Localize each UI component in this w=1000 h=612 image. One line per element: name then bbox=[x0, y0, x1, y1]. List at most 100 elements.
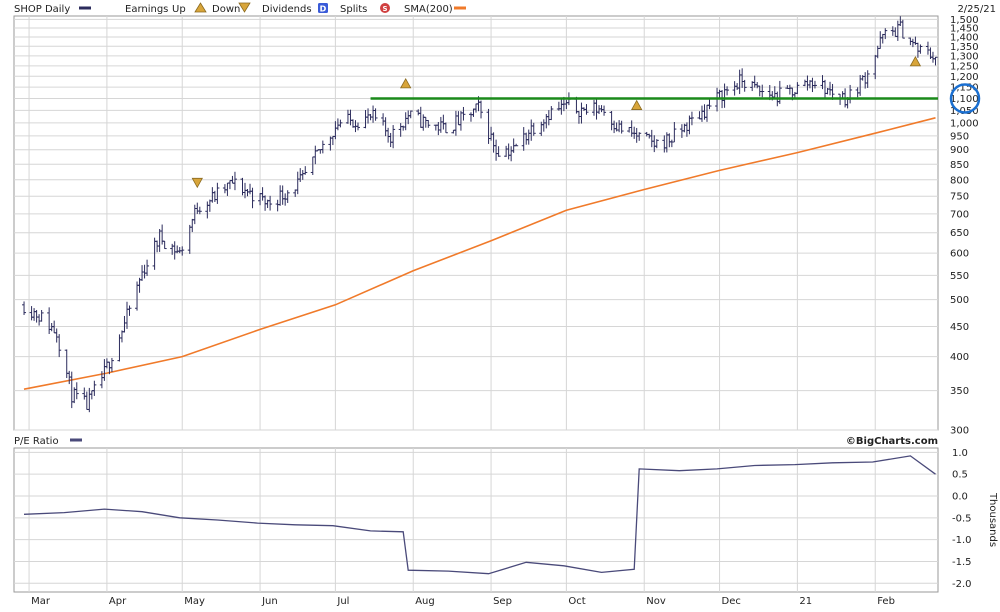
chart-date: 2/25/21 bbox=[957, 4, 996, 15]
price-bar bbox=[162, 240, 167, 250]
price-y-tick-label: 700 bbox=[950, 209, 969, 220]
x-tick-label: Dec bbox=[722, 596, 741, 607]
earnings-down-marker bbox=[191, 177, 203, 189]
x-tick-label: Feb bbox=[877, 596, 895, 607]
dividends-label: Dividends bbox=[262, 4, 312, 15]
price-bar bbox=[408, 110, 413, 119]
price-bar bbox=[92, 380, 97, 396]
price-bar bbox=[795, 82, 800, 95]
price-bar bbox=[830, 83, 835, 100]
price-y-tick-label: 1,000 bbox=[950, 118, 979, 129]
price-grid bbox=[14, 16, 938, 431]
price-bar bbox=[479, 100, 484, 119]
pe-y-tick-label: 1.0 bbox=[952, 448, 968, 459]
earnings-label: Earnings bbox=[125, 4, 168, 15]
price-bar bbox=[812, 80, 817, 89]
dividend-glyph: D bbox=[320, 5, 327, 14]
price-bar bbox=[426, 119, 431, 128]
price-y-tick-label: 400 bbox=[950, 352, 969, 363]
price-bar bbox=[22, 301, 27, 315]
ticker-label: SHOP Daily bbox=[14, 4, 70, 15]
pe-y-tick-label: -2.0 bbox=[952, 579, 972, 590]
price-y-tick-label: 1,100 bbox=[950, 94, 979, 105]
price-bar bbox=[865, 70, 870, 88]
price-bar bbox=[443, 122, 448, 134]
price-bar bbox=[197, 206, 202, 215]
price-y-tick-label: 600 bbox=[950, 249, 969, 260]
price-y-tick-label: 1,250 bbox=[950, 61, 979, 72]
price-bar bbox=[180, 246, 185, 256]
price-bar bbox=[760, 84, 765, 98]
price-y-tick-label: 750 bbox=[950, 192, 969, 203]
earnings-up-marker bbox=[909, 56, 922, 67]
price-bar bbox=[933, 56, 938, 66]
price-bar bbox=[355, 122, 360, 131]
price-y-tick-label: 350 bbox=[950, 386, 969, 397]
price-panel-frame bbox=[13, 15, 939, 431]
highlight-circle bbox=[949, 83, 981, 114]
price-y-axis: 1,5001,4501,4001,3501,3001,2501,2001,150… bbox=[950, 15, 979, 437]
pe-y-tick-label: 0.5 bbox=[952, 470, 968, 481]
price-bar bbox=[338, 119, 343, 128]
split-glyph: S bbox=[382, 5, 387, 13]
price-bar bbox=[145, 259, 150, 276]
price-bar bbox=[215, 182, 220, 204]
earnings-down-icon bbox=[238, 2, 251, 13]
price-bar bbox=[232, 171, 237, 191]
price-bar bbox=[109, 357, 114, 373]
price-y-tick-label: 900 bbox=[950, 145, 969, 156]
price-bar bbox=[602, 105, 607, 116]
pe-y-tick-label: -1.5 bbox=[952, 557, 972, 568]
pe-grid bbox=[14, 448, 938, 592]
price-bar bbox=[391, 125, 396, 149]
price-bars-layer bbox=[22, 16, 938, 413]
x-tick-label: Sep bbox=[493, 596, 512, 607]
x-tick-label: 21 bbox=[799, 596, 812, 607]
price-bar bbox=[619, 120, 624, 134]
price-y-tick-label: 450 bbox=[950, 322, 969, 333]
price-bar bbox=[637, 132, 642, 141]
pe-layer bbox=[23, 455, 936, 575]
pe-axis-label: Thousands bbox=[987, 492, 998, 547]
bigcharts-credit: ©BigCharts.com bbox=[846, 436, 938, 447]
price-bar bbox=[900, 19, 905, 39]
price-y-tick-label: 850 bbox=[950, 160, 969, 171]
price-y-tick-label: 500 bbox=[950, 295, 969, 306]
price-bar bbox=[707, 99, 712, 110]
earnings-up-marker bbox=[400, 78, 412, 89]
sma-label: SMA(200) bbox=[404, 4, 453, 15]
x-tick-label: Nov bbox=[646, 596, 666, 607]
pe-title: P/E Ratio bbox=[14, 436, 59, 447]
price-bar bbox=[74, 382, 79, 400]
x-tick-label: Jul bbox=[336, 596, 349, 607]
splits-label: Splits bbox=[340, 4, 367, 15]
price-bar bbox=[57, 334, 62, 358]
sma-line bbox=[23, 117, 936, 390]
price-bar bbox=[496, 146, 501, 157]
earnings-up-marker bbox=[631, 99, 643, 110]
split-icon bbox=[380, 3, 390, 13]
dividend-icon bbox=[318, 3, 328, 13]
price-y-tick-label: 650 bbox=[950, 228, 969, 239]
pe-y-axis: 1.0 0.5 0.0 -0.5 -1.0 -1.5 -2.0 bbox=[952, 448, 972, 590]
pe-y-tick-label: -0.5 bbox=[952, 513, 972, 524]
x-tick-label: Jun bbox=[261, 596, 278, 607]
x-tick-label: Aug bbox=[415, 596, 435, 607]
price-bar bbox=[285, 190, 290, 203]
price-bar bbox=[654, 139, 659, 149]
price-bar bbox=[531, 122, 536, 136]
earnings-down-label: Down bbox=[212, 4, 240, 15]
price-bar bbox=[777, 80, 782, 104]
price-bar bbox=[742, 79, 747, 92]
x-axis: Mar Apr May Jun Jul Aug Sep Oct Nov Dec 21 Feb bbox=[31, 596, 895, 607]
price-bar bbox=[127, 305, 132, 316]
x-tick-label: Oct bbox=[568, 596, 585, 607]
price-bar bbox=[672, 122, 677, 143]
price-bar bbox=[514, 143, 519, 147]
price-y-tick-label: 1,450 bbox=[950, 24, 979, 35]
price-y-tick-label: 1,350 bbox=[950, 42, 979, 53]
earnings-events-layer bbox=[191, 56, 922, 189]
earnings-up-label: Up bbox=[172, 4, 186, 15]
price-bar bbox=[689, 111, 694, 126]
